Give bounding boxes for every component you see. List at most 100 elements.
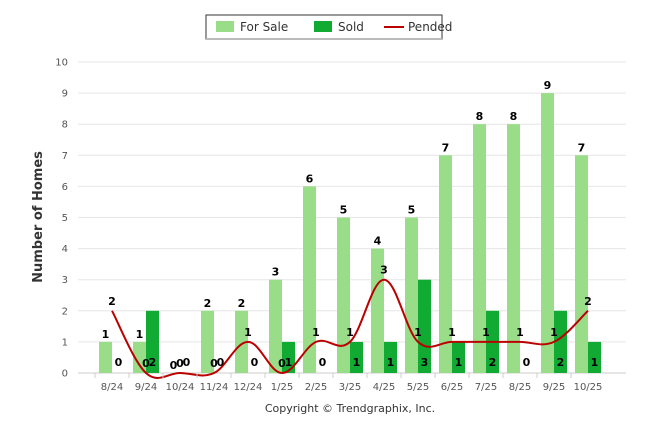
bar-sold — [418, 279, 431, 373]
bar-sold — [452, 341, 465, 373]
data-label-for-sale: 2 — [204, 297, 212, 310]
bar-sold — [554, 310, 567, 373]
data-label-sold: 1 — [455, 356, 463, 369]
data-label-for-sale: 5 — [408, 204, 416, 217]
x-tick-label: 12/24 — [234, 382, 263, 393]
data-label-pended: 1 — [482, 326, 490, 339]
data-label-sold: 2 — [149, 356, 157, 369]
y-tick-label: 8 — [62, 120, 68, 131]
y-tick-label: 5 — [62, 213, 68, 224]
bar-for-sale — [201, 310, 214, 373]
data-label-sold: 1 — [387, 356, 395, 369]
legend-label: Sold — [338, 20, 364, 34]
data-label-pended: 3 — [380, 264, 388, 277]
data-label-sold: 0 — [319, 356, 327, 369]
data-label-for-sale: 1 — [136, 328, 144, 341]
legend-shadow — [206, 38, 442, 40]
x-tick-label: 5/25 — [407, 382, 429, 393]
data-label-pended: 2 — [108, 295, 116, 308]
data-label-pended: 0 — [210, 357, 218, 370]
y-tick-label: 1 — [62, 337, 68, 348]
x-tick-label: 3/25 — [339, 382, 361, 393]
x-tick-label: 6/25 — [441, 382, 463, 393]
data-label-sold: 2 — [489, 356, 497, 369]
y-tick-label: 3 — [62, 275, 68, 286]
data-label-sold: 2 — [557, 356, 565, 369]
data-label-for-sale: 8 — [476, 110, 484, 123]
pended-line-group — [111, 278, 589, 379]
y-axis-label: Number of Homes — [31, 151, 46, 283]
legend-label: Pended — [408, 20, 452, 34]
legend-swatch-sold — [314, 21, 332, 32]
x-tick-label: 10/24 — [166, 382, 195, 393]
y-tick-label: 10 — [55, 58, 68, 69]
x-tick-label: 7/25 — [475, 382, 497, 393]
data-label-sold: 0 — [115, 356, 123, 369]
y-tick-label: 2 — [62, 306, 68, 317]
y-tick-label: 4 — [62, 244, 68, 255]
x-tick-label: 9/25 — [543, 382, 565, 393]
data-label-pended: 2 — [584, 295, 592, 308]
x-axis-ticks: 8/24 9/24 10/24 11/24 12/24 1/25 2/25 3/25 4/25 5… — [94, 373, 603, 393]
data-label-pended: 1 — [244, 326, 252, 339]
data-label-pended: 0 — [176, 357, 184, 370]
data-label-for-sale: 8 — [510, 110, 518, 123]
bar-sold — [282, 341, 295, 373]
bar-for-sale — [575, 155, 588, 373]
data-label-pended: 0 — [278, 357, 286, 370]
y-tick-label: 9 — [62, 89, 68, 100]
bar-for-sale — [507, 124, 520, 373]
pended-line — [111, 278, 589, 379]
data-label-for-sale: 7 — [578, 141, 586, 154]
legend-swatch-for-sale — [216, 21, 234, 32]
bar-sold — [384, 341, 397, 373]
data-label-sold: 0 — [217, 356, 225, 369]
data-label-pended: 1 — [414, 326, 422, 339]
bars — [99, 93, 601, 373]
y-axis-ticks: 0 1 2 3 4 5 6 7 8 9 10 — [55, 58, 68, 380]
y-tick-label: 0 — [62, 369, 68, 380]
data-label-pended: 1 — [448, 326, 456, 339]
bar-for-sale — [473, 124, 486, 373]
data-label-sold: 1 — [285, 356, 293, 369]
bar-for-sale — [371, 248, 384, 373]
data-label-for-sale: 3 — [272, 266, 280, 279]
bar-for-sale — [133, 341, 146, 373]
data-label-sold: 1 — [353, 356, 361, 369]
data-label-pended: 1 — [346, 326, 354, 339]
bar-for-sale — [269, 279, 282, 373]
bar-sold — [146, 310, 159, 373]
data-label-pended: 1 — [312, 326, 320, 339]
x-tick-label: 4/25 — [373, 382, 395, 393]
data-label-for-sale: 1 — [102, 328, 110, 341]
bar-for-sale — [337, 217, 350, 373]
bar-sold — [588, 341, 601, 373]
data-label-for-sale: 6 — [306, 172, 314, 185]
data-label-sold: 1 — [591, 356, 599, 369]
copyright-text: Copyright © Trendgraphix, Inc. — [265, 402, 435, 415]
data-label-for-sale: 0 — [170, 359, 178, 372]
grid — [78, 61, 626, 374]
bar-for-sale — [439, 155, 452, 373]
x-tick-label: 8/24 — [101, 382, 123, 393]
x-tick-label: 2/25 — [305, 382, 327, 393]
bar-for-sale — [405, 217, 418, 373]
data-label-for-sale: 9 — [544, 79, 552, 92]
data-label-sold: 0 — [251, 356, 259, 369]
bar-for-sale — [541, 93, 554, 373]
data-label-for-sale: 5 — [340, 204, 348, 217]
legend-label: For Sale — [240, 20, 288, 34]
data-label-sold: 3 — [421, 356, 429, 369]
data-label-for-sale: 2 — [238, 297, 246, 310]
data-label-pended: 0 — [142, 357, 150, 370]
data-label-pended: 1 — [516, 326, 524, 339]
bar-for-sale — [235, 310, 248, 373]
y-tick-label: 7 — [62, 151, 68, 162]
data-label-sold: 0 — [183, 356, 191, 369]
bar-sold — [350, 341, 363, 373]
x-tick-label: 1/25 — [271, 382, 293, 393]
data-label-pended: 1 — [550, 326, 558, 339]
x-tick-label: 10/25 — [574, 382, 603, 393]
